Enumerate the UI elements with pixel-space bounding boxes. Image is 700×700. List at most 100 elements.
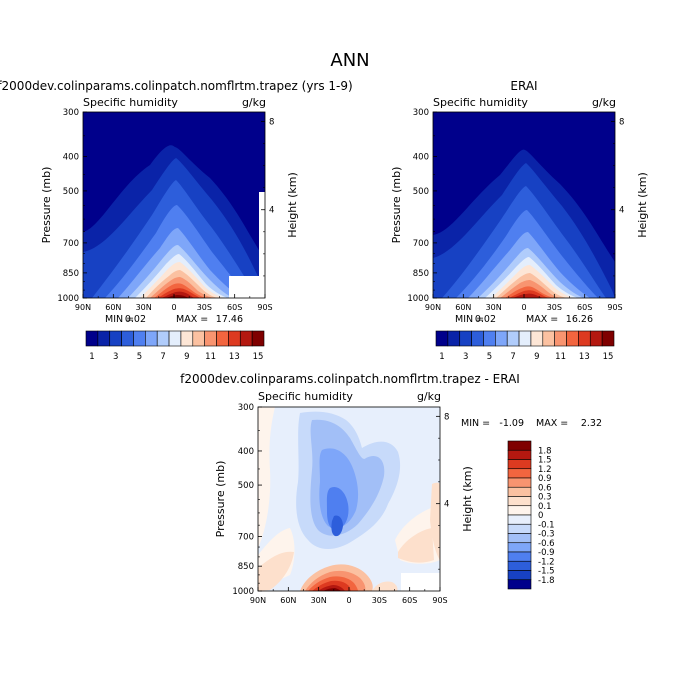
height-tick-label: 4 xyxy=(619,206,624,216)
colorbar-swatch xyxy=(109,330,122,347)
panel-obs-max-label: MAX = xyxy=(526,314,558,325)
y-tick-label: 700 xyxy=(63,239,79,249)
y-tick-label: 1000 xyxy=(407,294,429,304)
x-tick-label: 30N xyxy=(136,303,152,312)
panel-model-max-label: MAX = xyxy=(176,314,208,325)
y-tick-label: 400 xyxy=(413,152,429,162)
colorbar-swatch xyxy=(507,496,532,507)
panel-obs-field xyxy=(433,112,615,298)
colorbar-swatch xyxy=(507,486,532,497)
x-tick-label: 60N xyxy=(280,596,296,605)
colorbar-swatch xyxy=(85,330,99,347)
panel-diff-units: g/kg xyxy=(417,390,441,403)
panel-model-ylabel: Pressure (mb) xyxy=(40,167,53,244)
colorbar-swatch xyxy=(507,523,532,534)
colorbar-swatch xyxy=(566,330,579,347)
panel-diff-variable: Specific humidity xyxy=(258,390,353,403)
colorbar-label: 1.2 xyxy=(538,465,552,475)
colorbar-label: 9 xyxy=(184,352,189,362)
x-tick-label: 30S xyxy=(547,303,562,312)
colorbar-label: -0.3 xyxy=(538,530,555,540)
colorbar-swatch xyxy=(518,330,532,347)
colorbar-swatch xyxy=(507,579,532,590)
x-tick-label: 60S xyxy=(577,303,592,312)
colorbar-obs: 1 3 5 7 9 11 13 15 xyxy=(435,330,615,362)
x-tick-label: 90S xyxy=(432,596,447,605)
colorbar-label: 0.9 xyxy=(538,474,552,484)
colorbar-swatch xyxy=(507,560,532,571)
panel-obs-axes: 300 400 500 700 850 1000 8 4 90N 60N 30N 0 30S 60S 90S xyxy=(407,108,624,312)
colorbar-label: -1.5 xyxy=(538,567,555,577)
y-tick-label: 500 xyxy=(63,187,79,197)
panel-diff-ylabel-right: Height (km) xyxy=(461,466,474,532)
colorbar-swatch xyxy=(204,330,217,347)
colorbar-label: 15 xyxy=(603,352,614,362)
colorbar-swatch xyxy=(121,330,134,347)
colorbar-swatch xyxy=(471,330,484,347)
x-tick-label: 30S xyxy=(372,596,387,605)
colorbar-label: -0.6 xyxy=(538,539,555,549)
height-tick-label: 4 xyxy=(444,500,449,510)
y-tick-label: 300 xyxy=(63,108,79,118)
y-tick-label: 300 xyxy=(238,403,254,413)
panel-model-field xyxy=(83,112,265,298)
x-tick-label: 30N xyxy=(311,596,327,605)
colorbar-diff: 1.81.51.20.90.60.30.10-0.1-0.3-0.6-0.9-1… xyxy=(507,440,555,590)
panel-diff-title: f2000dev.colinparams.colinpatch.nomflrtm… xyxy=(180,372,520,386)
colorbar-label: 5 xyxy=(487,352,492,362)
x-tick-label: 0 xyxy=(521,303,526,312)
colorbar-swatch xyxy=(578,330,591,347)
colorbar-label: 0.6 xyxy=(538,483,552,493)
colorbar-label: 1.8 xyxy=(538,446,552,456)
colorbar-swatch xyxy=(507,468,532,479)
x-tick-label: 90N xyxy=(425,303,441,312)
panel-model-min-value: 0.02 xyxy=(125,314,146,325)
colorbar-swatch xyxy=(192,330,205,347)
x-tick-label: 30S xyxy=(197,303,212,312)
colorbar-swatch xyxy=(447,330,461,347)
colorbar-swatch xyxy=(495,330,508,347)
colorbar-swatch xyxy=(156,330,170,347)
colorbar-swatch xyxy=(554,330,567,347)
colorbar-swatch xyxy=(506,330,520,347)
height-tick-label: 8 xyxy=(269,117,274,127)
x-tick-label: 0 xyxy=(171,303,176,312)
colorbar-swatch xyxy=(483,330,496,347)
colorbar-label: 0.1 xyxy=(538,502,552,512)
y-tick-label: 700 xyxy=(238,532,254,542)
colorbar-swatch xyxy=(216,330,229,347)
colorbar-swatch xyxy=(507,570,532,581)
y-tick-label: 850 xyxy=(413,269,429,279)
x-tick-label: 90N xyxy=(250,596,266,605)
colorbar-label: 0 xyxy=(538,511,543,521)
colorbar-label: 15 xyxy=(253,352,264,362)
figure-title: ANN xyxy=(330,50,369,71)
panel-model-axes: 300 400 500 700 850 1000 8 4 90N 60N 30N 0 30S 60S 90S xyxy=(57,108,274,312)
colorbar-swatch xyxy=(530,330,544,347)
y-tick-label: 1000 xyxy=(57,294,79,304)
colorbar-swatch xyxy=(459,330,472,347)
colorbar-swatch xyxy=(145,330,158,347)
panel-diff-max-label: MAX = xyxy=(536,418,568,429)
colorbar-swatch xyxy=(507,514,532,525)
panel-diff-min-value: -1.09 xyxy=(499,418,524,429)
colorbar-label: 1.5 xyxy=(538,456,552,466)
height-tick-label: 8 xyxy=(619,117,624,127)
panel-diff: f2000dev.colinparams.colinpatch.nomflrtm… xyxy=(180,372,602,605)
y-tick-label: 300 xyxy=(413,108,429,118)
colorbar-swatch xyxy=(133,330,146,347)
panel-model-ylabel-right: Height (km) xyxy=(286,172,299,238)
colorbar-label: -1.8 xyxy=(538,576,555,586)
y-tick-label: 850 xyxy=(63,269,79,279)
colorbar-label: 13 xyxy=(579,352,590,362)
colorbar-swatch xyxy=(180,330,194,347)
panel-obs-min-label: MIN = xyxy=(455,314,484,325)
y-tick-label: 1000 xyxy=(232,587,254,597)
panel-obs-ylabel-right: Height (km) xyxy=(636,172,649,238)
colorbar-swatch xyxy=(435,330,449,347)
panel-model-min-label: MIN = xyxy=(105,314,134,325)
colorbar-swatch xyxy=(507,449,532,460)
colorbar-swatch xyxy=(589,330,603,347)
y-tick-label: 500 xyxy=(238,481,254,491)
